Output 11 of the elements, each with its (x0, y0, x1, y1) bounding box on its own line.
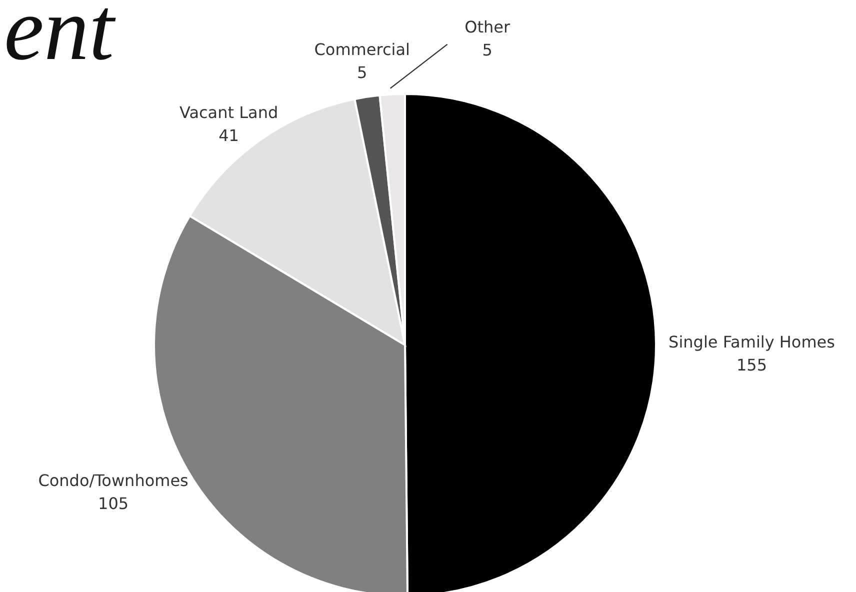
chart-title: ent (4, 0, 114, 81)
slice-label: Other (464, 17, 510, 36)
data-label: 105 (98, 494, 129, 514)
data-label: 5 (482, 40, 492, 60)
slice-label: Vacant Land (179, 103, 278, 122)
data-label: 41 (218, 126, 239, 146)
data-label: 155 (736, 356, 768, 375)
slice-label: Single Family Homes (668, 332, 835, 352)
slice-label: Commercial (314, 40, 410, 59)
data-label: 5 (357, 62, 368, 82)
slice-label: Condo/Townhomes (38, 471, 188, 490)
